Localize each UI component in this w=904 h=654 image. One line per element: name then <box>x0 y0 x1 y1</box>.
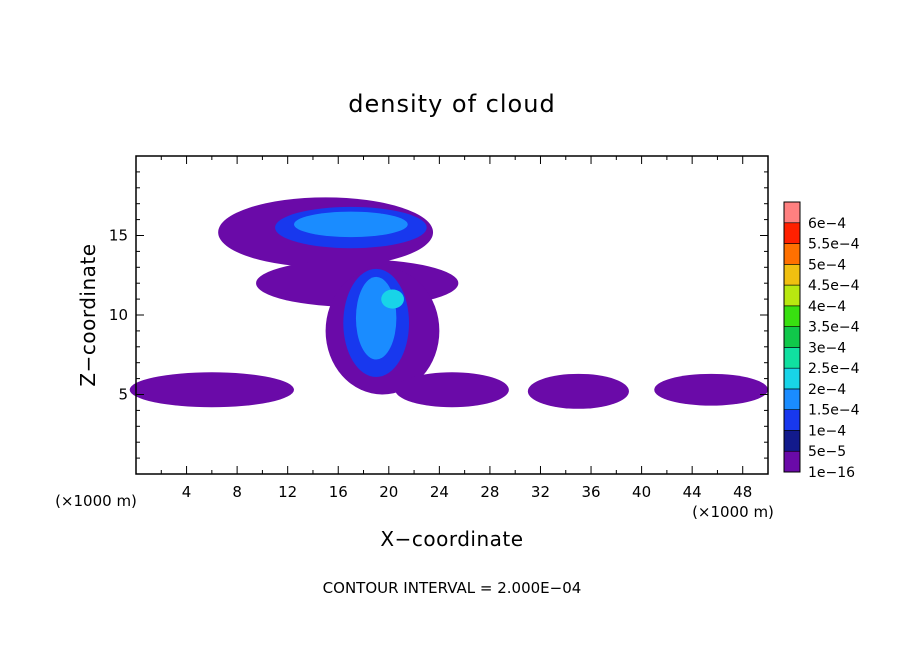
x-tick-label: 24 <box>430 483 449 501</box>
colorbar-swatch <box>783 326 801 348</box>
colorbar-swatch <box>783 450 801 473</box>
colorbar-swatch <box>783 409 801 431</box>
colorbar-label: 4e−4 <box>808 299 846 315</box>
colorbar-swatch <box>783 284 801 307</box>
colorbar-label: 5e−4 <box>808 257 846 273</box>
x-tick-label: 44 <box>683 483 702 501</box>
density-region-10 <box>355 276 397 360</box>
contour-interval-note: CONTOUR INTERVAL = 2.000E−04 <box>323 579 582 597</box>
colorbar-swatch <box>783 347 801 369</box>
x-axis-ticks: 4 8 12 16 20 24 28 32 36 40 44 48 <box>160 156 752 501</box>
x-tick-label: 28 <box>480 483 499 501</box>
colorbar-swatch <box>783 201 801 224</box>
colorbar-label: 1e−4 <box>808 423 846 439</box>
x-tick-label: 12 <box>278 483 297 501</box>
colorbar-swatch <box>783 388 801 410</box>
colorbar-label: 6e−4 <box>808 216 846 232</box>
x-axis-unit: (×1000 m) <box>692 503 774 521</box>
y-axis-ticks: 5 10 15 <box>109 171 768 459</box>
colorbar-label: 3e−4 <box>808 340 846 356</box>
density-region-4 <box>395 372 509 408</box>
y-tick-label: 5 <box>118 386 128 404</box>
x-tick-label: 20 <box>379 483 398 501</box>
chart-title: density of cloud <box>348 90 555 118</box>
y-tick-label: 15 <box>109 227 128 245</box>
colorbar-label: 1.5e−4 <box>808 403 860 419</box>
y-tick-label: 10 <box>109 306 128 324</box>
colorbar-label: 1e−16 <box>808 465 855 481</box>
colorbar-label: 5.5e−4 <box>808 237 860 253</box>
colorbar-label: 3.5e−4 <box>808 320 860 336</box>
colorbar-label: 5e−5 <box>808 444 846 460</box>
colorbar-swatch <box>783 430 801 452</box>
x-tick-label: 40 <box>632 483 651 501</box>
x-tick-label: 8 <box>232 483 242 501</box>
density-region-5 <box>527 373 629 409</box>
colorbar-swatch <box>783 222 801 244</box>
y-axis-unit: (×1000 m) <box>55 492 137 510</box>
colorbar-swatch <box>783 367 801 390</box>
colorbar-swatch <box>783 243 801 265</box>
density-region-3 <box>129 372 294 408</box>
colorbar: 1e−16 5e−5 1e−4 1.5e−4 2e−4 2.5e−4 3e−4 3.5e−4 4… <box>783 201 860 481</box>
colorbar-frame <box>783 201 801 473</box>
plot-frame <box>135 155 769 475</box>
x-tick-label: 48 <box>733 483 752 501</box>
density-region-6 <box>654 373 768 406</box>
x-tick-label: 32 <box>531 483 550 501</box>
density-field <box>129 197 768 409</box>
x-tick-label: 16 <box>329 483 348 501</box>
colorbar-label: 2e−4 <box>808 382 846 398</box>
colorbar-swatch <box>783 264 801 286</box>
x-tick-label: 36 <box>581 483 600 501</box>
x-axis-label: X−coordinate <box>380 527 523 551</box>
y-axis-label: Z−coordinate <box>76 243 100 386</box>
density-region-11 <box>381 289 404 309</box>
colorbar-swatch <box>783 305 801 327</box>
x-tick-label: 4 <box>182 483 192 501</box>
density-region-8 <box>294 211 408 238</box>
colorbar-label: 2.5e−4 <box>808 361 860 377</box>
colorbar-label: 4.5e−4 <box>808 278 860 294</box>
